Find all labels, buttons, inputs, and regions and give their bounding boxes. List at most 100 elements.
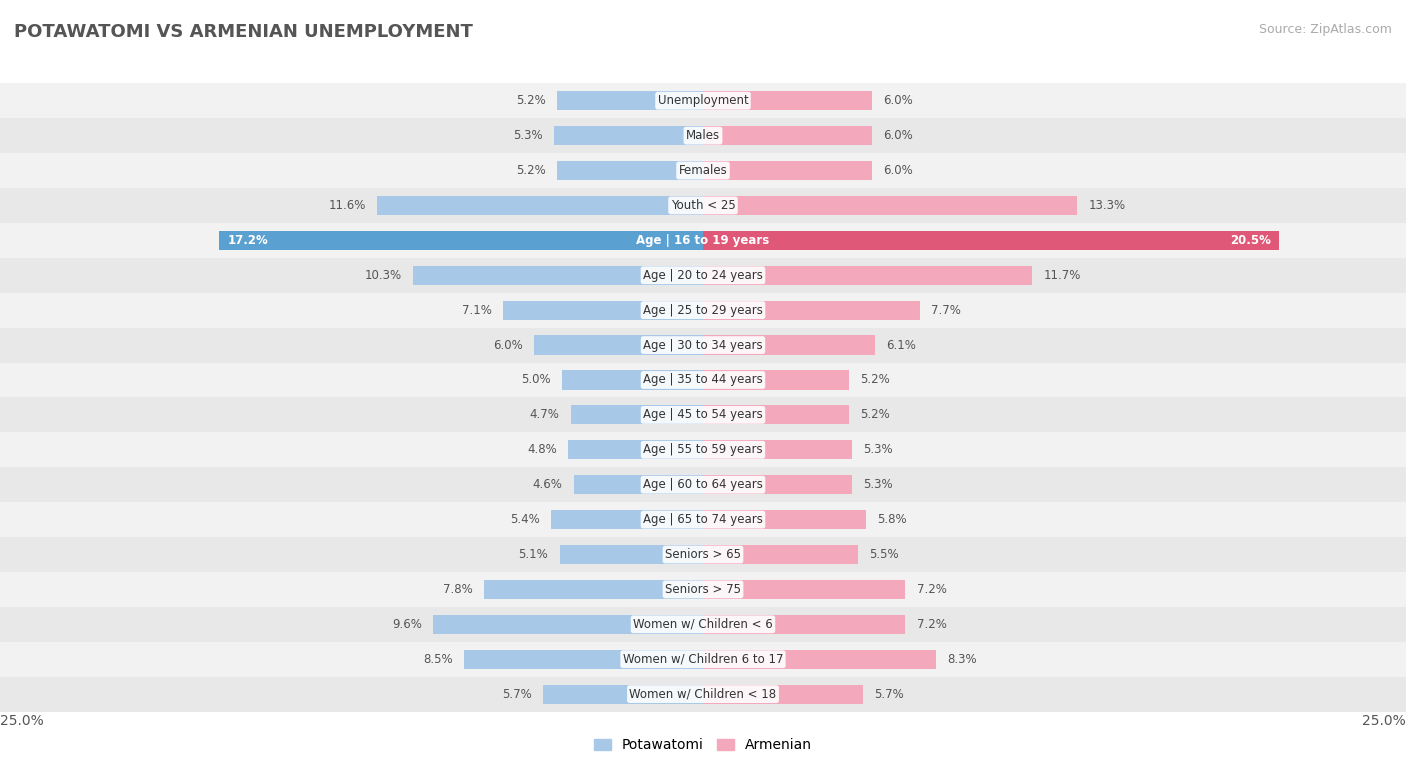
Bar <box>551 510 703 529</box>
Text: 20.5%: 20.5% <box>1230 234 1271 247</box>
Bar <box>433 615 703 634</box>
Bar <box>703 580 905 599</box>
Bar <box>0 188 1406 223</box>
Text: 5.2%: 5.2% <box>516 164 546 177</box>
Bar <box>0 502 1406 537</box>
Text: 5.2%: 5.2% <box>516 94 546 107</box>
Text: 5.4%: 5.4% <box>510 513 540 526</box>
Text: 6.1%: 6.1% <box>886 338 915 351</box>
Bar <box>703 126 872 145</box>
Text: Seniors > 65: Seniors > 65 <box>665 548 741 561</box>
Text: Women w/ Children < 6: Women w/ Children < 6 <box>633 618 773 631</box>
Text: 25.0%: 25.0% <box>1362 715 1406 728</box>
Bar <box>703 650 936 669</box>
Text: 11.6%: 11.6% <box>328 199 366 212</box>
Text: 5.1%: 5.1% <box>519 548 548 561</box>
Bar <box>703 231 1279 250</box>
Text: 5.7%: 5.7% <box>875 687 904 701</box>
Text: 5.2%: 5.2% <box>860 408 890 422</box>
Bar <box>0 118 1406 153</box>
Bar <box>574 475 703 494</box>
Bar <box>503 301 703 319</box>
Text: 6.0%: 6.0% <box>494 338 523 351</box>
Text: 5.0%: 5.0% <box>522 373 551 387</box>
Text: 6.0%: 6.0% <box>883 164 912 177</box>
Bar <box>554 126 703 145</box>
Bar <box>0 328 1406 363</box>
Text: 4.7%: 4.7% <box>530 408 560 422</box>
Bar <box>534 335 703 355</box>
Bar <box>484 580 703 599</box>
Bar <box>0 432 1406 467</box>
Text: 5.5%: 5.5% <box>869 548 898 561</box>
Bar <box>568 440 703 459</box>
Text: Age | 35 to 44 years: Age | 35 to 44 years <box>643 373 763 387</box>
Bar <box>703 545 858 564</box>
Text: Age | 20 to 24 years: Age | 20 to 24 years <box>643 269 763 282</box>
Text: Women w/ Children < 18: Women w/ Children < 18 <box>630 687 776 701</box>
Text: Age | 30 to 34 years: Age | 30 to 34 years <box>643 338 763 351</box>
Bar <box>377 196 703 215</box>
Bar <box>0 572 1406 607</box>
Text: 7.2%: 7.2% <box>917 583 946 596</box>
Bar <box>703 684 863 704</box>
Bar <box>703 405 849 425</box>
Bar <box>0 83 1406 118</box>
Bar <box>413 266 703 285</box>
Text: 6.0%: 6.0% <box>883 129 912 142</box>
Text: 7.8%: 7.8% <box>443 583 472 596</box>
Bar <box>560 545 703 564</box>
Bar <box>0 293 1406 328</box>
Bar <box>0 677 1406 712</box>
Text: Women w/ Children 6 to 17: Women w/ Children 6 to 17 <box>623 653 783 665</box>
Text: 5.2%: 5.2% <box>860 373 890 387</box>
Text: Age | 25 to 29 years: Age | 25 to 29 years <box>643 304 763 316</box>
Bar <box>0 467 1406 502</box>
Bar <box>0 153 1406 188</box>
Text: 4.8%: 4.8% <box>527 444 557 456</box>
Bar <box>703 440 852 459</box>
Text: Females: Females <box>679 164 727 177</box>
Text: Age | 45 to 54 years: Age | 45 to 54 years <box>643 408 763 422</box>
Bar <box>703 161 872 180</box>
Bar <box>703 266 1032 285</box>
Bar <box>557 91 703 111</box>
Bar <box>0 607 1406 642</box>
Bar <box>0 642 1406 677</box>
Text: 9.6%: 9.6% <box>392 618 422 631</box>
Text: Unemployment: Unemployment <box>658 94 748 107</box>
Bar <box>0 363 1406 397</box>
Bar <box>703 615 905 634</box>
Text: POTAWATOMI VS ARMENIAN UNEMPLOYMENT: POTAWATOMI VS ARMENIAN UNEMPLOYMENT <box>14 23 472 41</box>
Bar <box>557 161 703 180</box>
Bar <box>0 537 1406 572</box>
Text: 7.2%: 7.2% <box>917 618 946 631</box>
Legend: Potawatomi, Armenian: Potawatomi, Armenian <box>588 733 818 757</box>
Bar <box>703 91 872 111</box>
Text: 10.3%: 10.3% <box>366 269 402 282</box>
Text: Youth < 25: Youth < 25 <box>671 199 735 212</box>
Bar <box>703 475 852 494</box>
Text: Age | 16 to 19 years: Age | 16 to 19 years <box>637 234 769 247</box>
Text: 11.7%: 11.7% <box>1043 269 1081 282</box>
Bar <box>703 196 1077 215</box>
Bar <box>703 510 866 529</box>
Text: Age | 65 to 74 years: Age | 65 to 74 years <box>643 513 763 526</box>
Text: 7.1%: 7.1% <box>463 304 492 316</box>
Text: 25.0%: 25.0% <box>0 715 44 728</box>
Text: 13.3%: 13.3% <box>1088 199 1125 212</box>
Bar <box>543 684 703 704</box>
Bar <box>0 223 1406 258</box>
Text: Source: ZipAtlas.com: Source: ZipAtlas.com <box>1258 23 1392 36</box>
Text: 6.0%: 6.0% <box>883 94 912 107</box>
Bar <box>562 370 703 390</box>
Bar <box>703 370 849 390</box>
Text: 17.2%: 17.2% <box>228 234 269 247</box>
Bar <box>219 231 703 250</box>
Text: 4.6%: 4.6% <box>533 478 562 491</box>
Text: 5.7%: 5.7% <box>502 687 531 701</box>
Text: Age | 55 to 59 years: Age | 55 to 59 years <box>643 444 763 456</box>
Bar <box>0 258 1406 293</box>
Bar <box>703 335 875 355</box>
Bar <box>703 301 920 319</box>
